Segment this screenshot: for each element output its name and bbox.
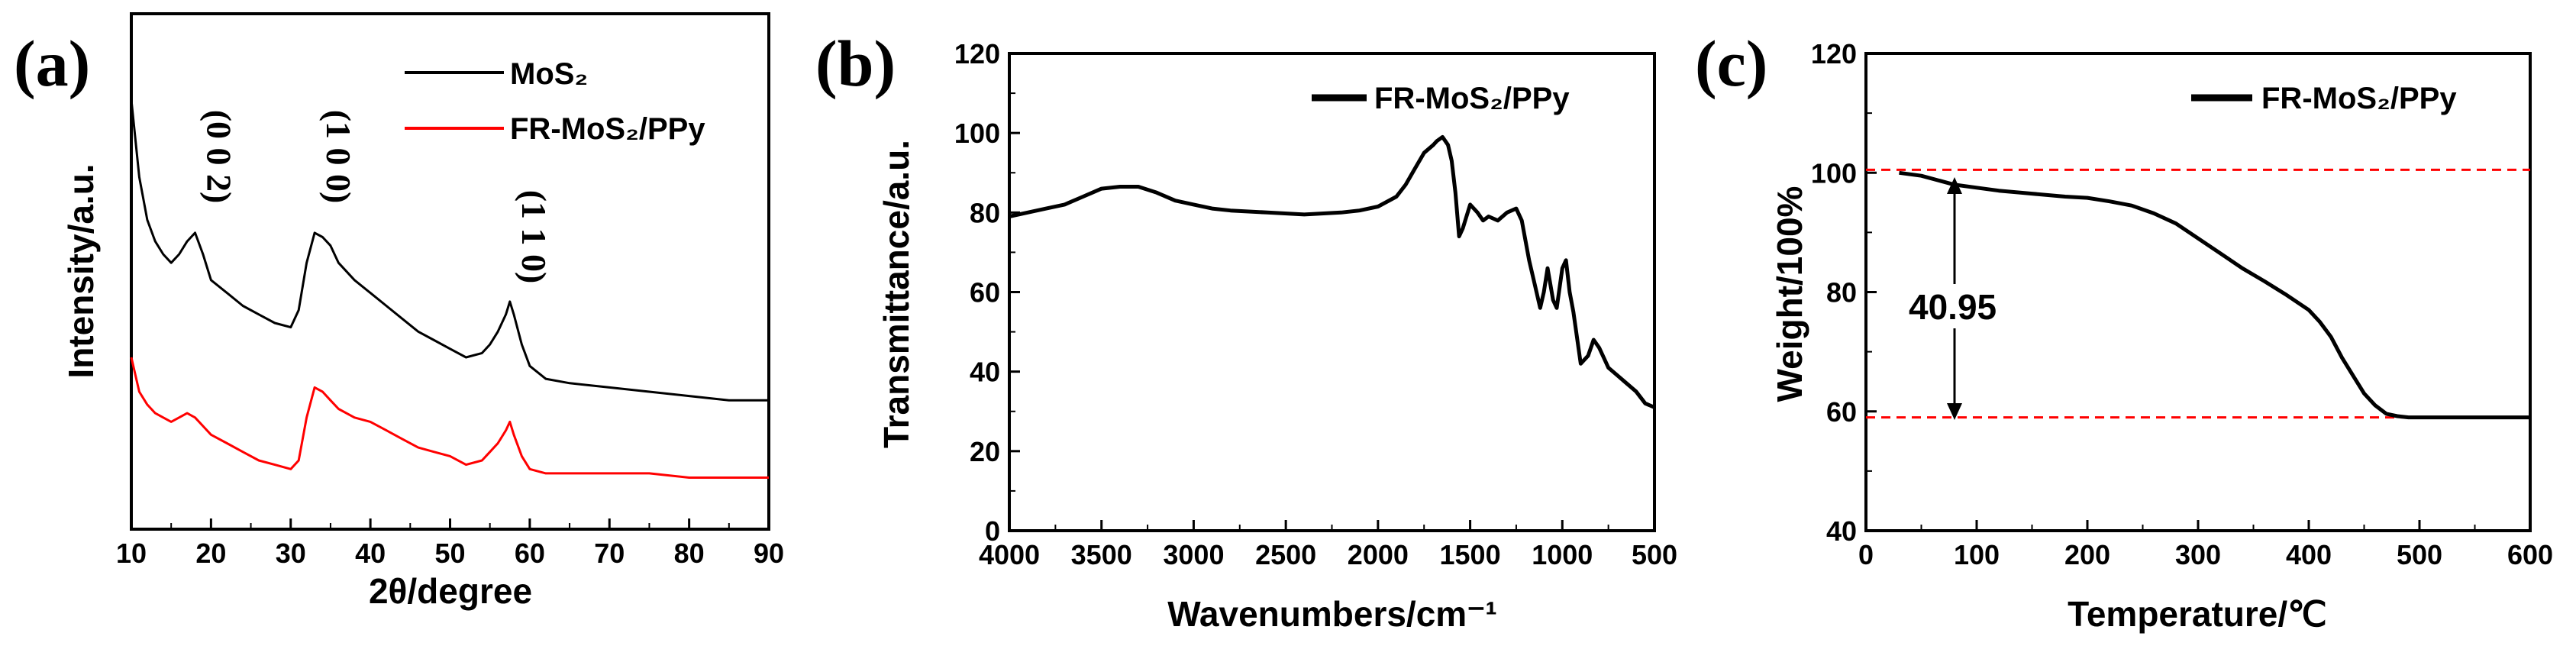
peak-label-1: (1 0 0) xyxy=(319,110,358,204)
x-tick-label-a: 40 xyxy=(355,538,386,569)
series-line-c-0 xyxy=(1899,170,2530,420)
x-tick-label-b: 3500 xyxy=(1071,539,1132,570)
y-tick-label-c: 120 xyxy=(1811,38,1857,69)
x-tick-label-c: 100 xyxy=(1954,539,2000,570)
legend-label-mos2: MoS₂ xyxy=(510,57,588,91)
peak-label-2: (1 1 0) xyxy=(515,190,554,284)
panel-letter-c: (c) xyxy=(1695,27,1767,100)
y-tick-label-b: 0 xyxy=(985,515,1000,547)
annotation-arrowhead-down xyxy=(1947,403,1962,420)
legend-label-c: FR-MoS₂/PPy xyxy=(2261,82,2457,115)
panel-b: (b) 4000 3500 3000 2500 2000 1500 1000 500 0 20 40… xyxy=(815,27,1677,634)
x-axis-title-a: 2θ/degree xyxy=(369,571,532,611)
x-tick-label-c: 500 xyxy=(2397,539,2442,570)
x-tick-label-c: 200 xyxy=(2064,539,2110,570)
x-tick-label-c: 0 xyxy=(1858,539,1874,570)
x-tick-label-a: 10 xyxy=(116,538,147,569)
x-tick-label-b: 3000 xyxy=(1163,539,1224,570)
x-tick-label-c: 400 xyxy=(2286,539,2332,570)
x-tick-label-b: 1500 xyxy=(1440,539,1501,570)
x-tick-label-c: 300 xyxy=(2175,539,2221,570)
legend-a: MoS₂ FR-MoS₂/PPy xyxy=(405,57,705,146)
panel-letter-a: (a) xyxy=(14,27,90,100)
annotation-arrowhead-up xyxy=(1947,177,1962,194)
x-tick-label-c: 600 xyxy=(2507,539,2553,570)
weight-loss-annotation: 40.95 xyxy=(1909,177,1997,420)
y-tick-label-b: 20 xyxy=(970,436,1000,467)
x-tick-label-a: 60 xyxy=(515,538,545,569)
y-axis-title-a: Intensity/a.u. xyxy=(61,163,101,378)
panel-c: (c) 0 100 200 300 400 500 600 40 60 80 100 120 40.9… xyxy=(1695,27,2553,634)
x-axis-title-c: Temperature/℃ xyxy=(2068,594,2327,634)
y-axis-title-b: Transmittance/a.u. xyxy=(876,140,916,448)
y-tick-label-b: 120 xyxy=(954,38,1000,69)
x-tick-label-a: 90 xyxy=(754,538,784,569)
x-tick-label-a: 70 xyxy=(594,538,625,569)
x-tick-label-b: 2500 xyxy=(1255,539,1316,570)
x-axis-title-b: Wavenumbers/cm⁻¹ xyxy=(1167,594,1497,634)
y-tick-label-c: 80 xyxy=(1826,277,1857,308)
y-axis-title-c: Weight/100% xyxy=(1770,186,1809,402)
x-tick-label-b: 2000 xyxy=(1348,539,1409,570)
panel-a: (a) 10 20 30 40 50 60 70 80 90 (0 0 2) (1 0 0) (1 … xyxy=(14,12,784,611)
legend-label-b: FR-MoS₂/PPy xyxy=(1374,82,1570,115)
peak-label-0: (0 0 2) xyxy=(200,110,239,204)
y-tick-label-b: 60 xyxy=(970,277,1000,308)
x-tick-label-b: 500 xyxy=(1632,539,1677,570)
legend-b: FR-MoS₂/PPy xyxy=(1312,82,1570,115)
y-tick-label-b: 100 xyxy=(954,118,1000,149)
y-tick-label-c: 60 xyxy=(1826,396,1857,428)
y-tick-label-c: 100 xyxy=(1811,157,1857,189)
x-tick-label-b: 4000 xyxy=(979,539,1040,570)
series-line-b-0 xyxy=(1009,134,1655,409)
x-tick-label-a: 80 xyxy=(674,538,705,569)
annotation-value: 40.95 xyxy=(1909,287,1997,327)
x-tick-label-a: 50 xyxy=(434,538,465,569)
x-tick-label-b: 1000 xyxy=(1532,539,1593,570)
plot-frame-a xyxy=(130,12,770,531)
x-tick-label-a: 20 xyxy=(195,538,226,569)
legend-label-fr-mos2-ppy: FR-MoS₂/PPy xyxy=(510,112,705,146)
x-tick-label-a: 30 xyxy=(276,538,306,569)
panel-letter-b: (b) xyxy=(815,27,896,100)
legend-c: FR-MoS₂/PPy xyxy=(2191,82,2457,115)
y-tick-label-c: 40 xyxy=(1826,515,1857,547)
y-tick-label-b: 40 xyxy=(970,357,1000,388)
series-line-a-1 xyxy=(130,357,769,479)
y-tick-label-b: 80 xyxy=(970,197,1000,228)
series-line-a-0 xyxy=(130,99,769,402)
